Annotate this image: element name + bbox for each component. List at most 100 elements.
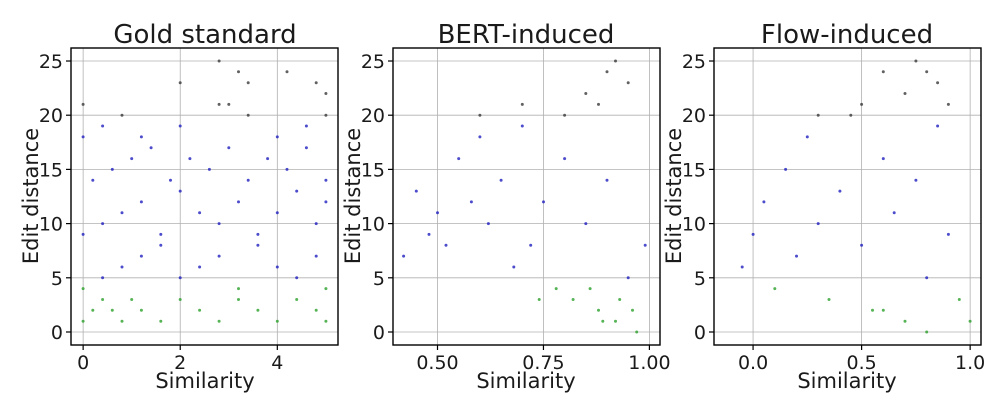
data-point [860,243,864,247]
data-point [81,135,85,139]
data-point [110,167,114,171]
y-tick-label: 15 [682,159,706,181]
data-point [139,308,143,312]
data-point [925,70,929,74]
data-point [81,232,85,236]
gridlines [71,48,338,345]
x-ticks: 0.50 0.75 1.00 [416,345,671,374]
data-point [227,102,231,106]
data-point [285,167,289,171]
data-point [256,308,260,312]
data-point [914,59,918,63]
data-point [631,308,634,312]
data-point [795,254,798,258]
data-point [597,102,600,106]
data-point [217,102,221,106]
plot-frame [70,47,339,346]
data-point [784,167,788,171]
data-point [130,298,134,301]
data-point [227,146,231,150]
data-point [81,287,85,291]
data-point [751,232,755,236]
data-point [275,265,279,269]
data-point [925,276,929,280]
data-point [597,308,600,312]
data-point [601,319,605,323]
data-point [881,308,885,312]
y-tick-label: 25 [39,51,63,73]
gridlines [714,48,981,345]
data-point [584,222,588,226]
data-point [246,178,250,182]
data-point [304,124,308,128]
data-point [626,81,630,85]
data-point [198,265,202,269]
data-point [314,308,318,312]
data-point [120,265,124,269]
data-point [838,189,842,193]
data-point [266,157,270,161]
data-point [635,330,639,334]
data-point [198,211,202,215]
data-point [217,319,221,323]
y-ticks: 0 5 10 15 20 25 [682,51,714,344]
data-point [91,178,95,182]
x-axis-label: Similarity [797,369,896,393]
data-point [537,298,541,301]
data-point [295,298,299,301]
data-point [903,92,907,95]
y-tick-label: 20 [39,105,63,127]
data-point [246,81,250,85]
y-axis-label: Edit distance [662,128,686,264]
data-point [414,189,418,193]
data-point [946,232,950,236]
data-point [324,178,328,182]
data-point [159,232,163,236]
data-point [246,113,250,117]
panel-title: Gold standard [113,20,296,50]
y-tick-label: 10 [361,214,385,236]
data-point [946,102,950,106]
data-point [101,124,105,128]
panel-bert-induced: BERT-induced 0.50 0.75 1.00 0 5 10 15 20 25 Sim… [341,20,671,393]
data-point [217,254,221,258]
data-point [275,319,279,323]
data-point [324,200,328,204]
x-tick-label: 0.5 [847,352,877,374]
data-point [295,276,299,280]
data-point [314,81,318,85]
data-point [444,243,448,247]
data-point [827,298,831,301]
data-point [237,298,240,301]
data-point [188,157,192,161]
data-point [178,298,182,301]
data-point [120,319,124,323]
x-ticks: 0 2 4 [77,345,283,374]
data-point [957,298,961,301]
data-point [178,276,182,280]
data-point [324,287,328,291]
data-point [101,298,105,301]
x-tick-label: 2 [174,352,186,374]
data-point [217,59,221,63]
gridlines [393,48,660,345]
data-point [81,319,85,323]
data-point [892,211,896,215]
data-point [324,319,328,323]
plot-frame [713,47,982,346]
data-point [881,157,885,161]
y-axis-label: Edit distance [341,128,365,264]
y-tick-label: 25 [682,51,706,73]
data-points [740,59,972,334]
data-point [130,157,134,161]
y-tick-label: 10 [39,214,63,236]
data-point [314,222,318,226]
y-tick-label: 0 [373,322,385,344]
y-axis-label: Edit distance [19,128,43,264]
data-point [903,319,907,323]
y-ticks: 0 5 10 15 20 25 [361,51,393,344]
data-point [529,243,533,247]
data-point [120,113,124,117]
